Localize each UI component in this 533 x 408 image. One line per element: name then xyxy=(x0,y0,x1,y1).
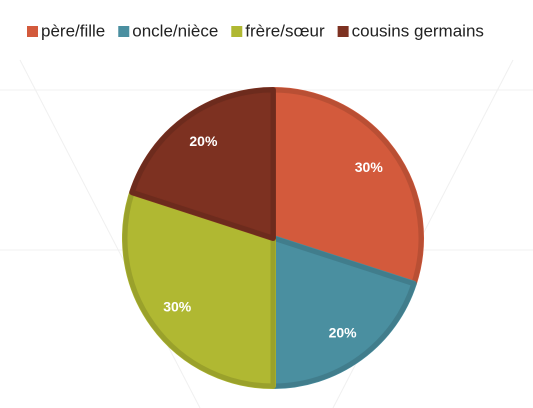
legend-text: frère/sœur xyxy=(245,21,325,40)
pie-slice xyxy=(270,87,424,287)
legend-text: cousins germains xyxy=(352,21,484,40)
legend-swatch xyxy=(337,26,349,37)
pie-slice-edge xyxy=(129,87,276,242)
slice-label: 30% xyxy=(163,298,192,314)
slice-label: 30% xyxy=(355,159,384,175)
pie-slice-edge xyxy=(270,87,424,287)
pie-slice xyxy=(122,189,276,389)
slice-label: 20% xyxy=(189,133,218,149)
pie-slice xyxy=(129,87,276,241)
pie-slice-edge xyxy=(270,234,417,389)
legend-text: oncle/nièce xyxy=(132,21,218,40)
legend-swatch xyxy=(27,26,38,37)
pie-slice xyxy=(270,235,417,389)
legend-swatch xyxy=(118,26,130,37)
legend-swatch xyxy=(231,26,243,37)
pie-slice-edge xyxy=(122,189,276,389)
slice-label: 20% xyxy=(329,324,358,340)
legend-text: père/fille xyxy=(41,21,105,40)
